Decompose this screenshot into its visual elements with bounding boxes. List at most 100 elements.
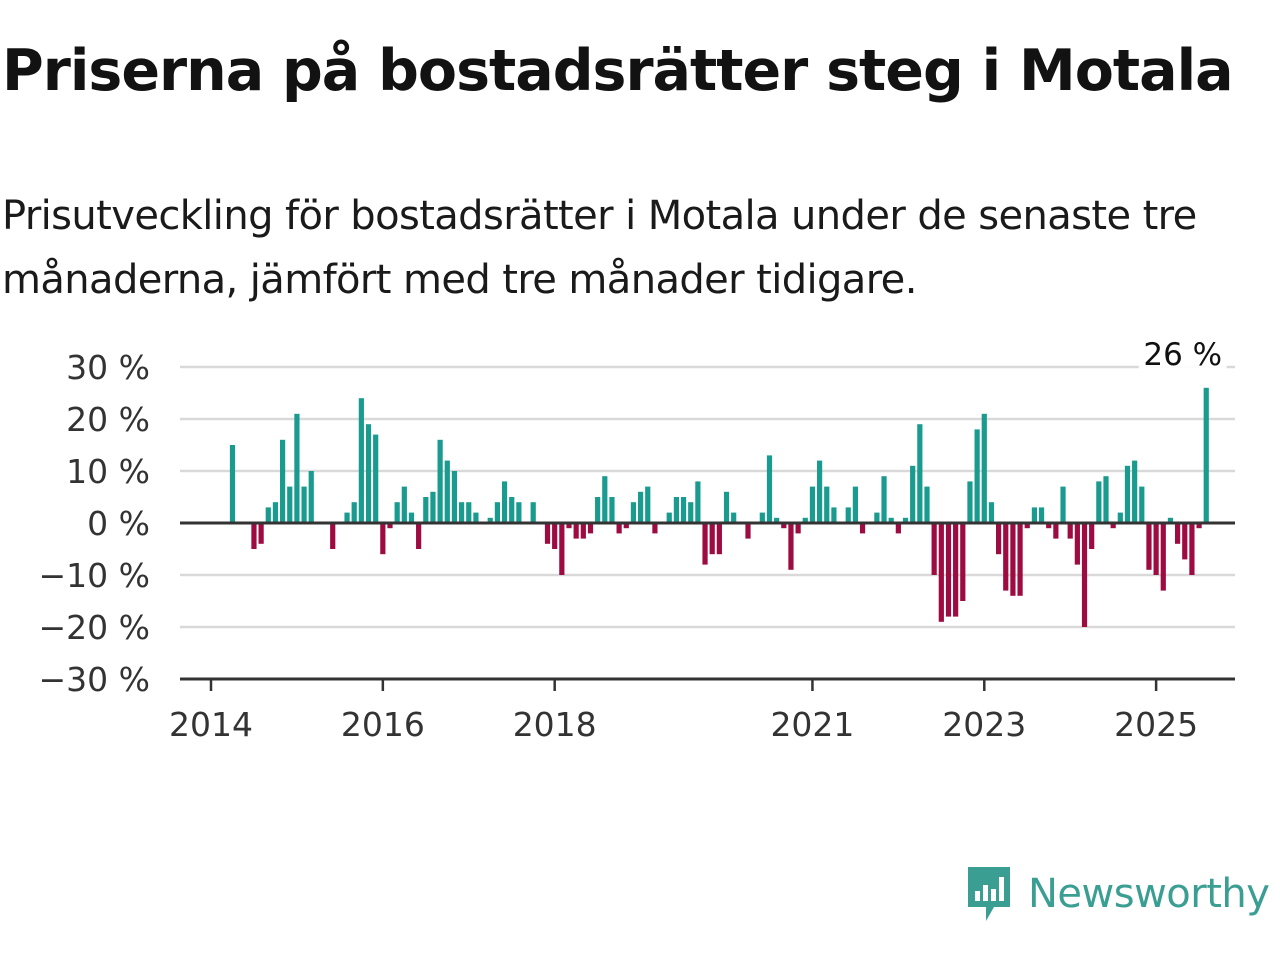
bar	[358, 398, 364, 523]
bar	[731, 512, 737, 523]
bar	[874, 512, 880, 523]
bar	[552, 523, 558, 549]
y-tick-label: 20 %	[66, 400, 150, 439]
bar	[1081, 523, 1088, 627]
bar	[688, 502, 694, 523]
bar	[917, 424, 923, 523]
bar	[1203, 387, 1209, 523]
bar	[638, 491, 644, 523]
bar	[616, 523, 622, 534]
bar	[831, 507, 837, 523]
bar	[1153, 523, 1159, 575]
bar	[1132, 460, 1138, 523]
bar	[802, 517, 808, 523]
bar	[824, 486, 830, 523]
bar	[416, 523, 422, 549]
bar	[809, 486, 816, 523]
chart-subtitle: Prisutveckling för bostadsrätter i Motal…	[2, 193, 1197, 303]
bar	[645, 486, 651, 523]
bar	[1017, 523, 1023, 596]
bar	[1010, 523, 1016, 596]
bar	[996, 523, 1002, 555]
bar	[716, 523, 722, 555]
brand-name: Newsworthy	[1028, 871, 1270, 917]
bar	[1110, 523, 1116, 529]
bar	[680, 497, 687, 523]
bar	[423, 497, 429, 523]
x-tick-label: 2025	[1114, 705, 1198, 740]
x-tick-label: 2023	[942, 705, 1026, 740]
bar-chart: 30 % 20 % 10 % 0 % −10 % −20 % −30 % 2014 2016 20…	[39, 337, 1235, 740]
x-tick-label: 2014	[169, 705, 253, 740]
bar	[924, 486, 930, 523]
bar	[1124, 465, 1131, 523]
bar	[695, 481, 701, 523]
bar	[1139, 486, 1145, 523]
bar	[580, 523, 586, 539]
bar	[1167, 517, 1174, 523]
bar	[1096, 481, 1102, 523]
bar	[817, 460, 823, 523]
bar	[408, 512, 415, 523]
bar	[859, 523, 866, 534]
bar	[781, 523, 787, 529]
bar	[673, 497, 679, 523]
bar	[1031, 507, 1037, 523]
bar	[280, 439, 286, 523]
y-tick-label: 0 %	[87, 504, 150, 543]
bar	[466, 502, 472, 523]
bar	[380, 523, 386, 555]
bar	[602, 476, 608, 523]
bar	[351, 502, 357, 523]
bar	[401, 486, 407, 523]
bar	[1003, 523, 1009, 591]
bar	[530, 502, 536, 523]
bar	[623, 523, 629, 529]
bar	[1196, 523, 1202, 529]
chart-title: Priserna på bostadsrätter steg i Motala	[2, 38, 1234, 104]
bar	[652, 523, 658, 534]
bar	[910, 465, 916, 523]
bar	[723, 491, 730, 523]
bar	[895, 523, 901, 534]
bar	[967, 481, 973, 523]
bar	[1046, 523, 1052, 529]
bar	[394, 502, 400, 523]
bar	[451, 471, 458, 523]
bar	[373, 434, 379, 523]
bar	[666, 512, 672, 523]
x-tick-label: 2021	[770, 705, 854, 740]
bar	[501, 481, 508, 523]
bar	[587, 523, 594, 534]
y-tick-label: −30 %	[39, 660, 151, 699]
bar	[902, 517, 909, 523]
bar	[544, 523, 551, 544]
latest-value-annotation: 26 %	[1143, 337, 1222, 373]
bar	[1060, 486, 1066, 523]
bar	[881, 476, 887, 523]
bar	[459, 502, 465, 523]
bar	[702, 523, 708, 565]
bar	[229, 445, 236, 523]
bar	[258, 523, 264, 544]
bar	[251, 523, 257, 549]
bar	[774, 517, 780, 523]
bar	[444, 460, 450, 523]
bar	[630, 502, 637, 523]
bar	[1038, 507, 1045, 523]
newsworthy-logo: Newsworthy	[964, 862, 1270, 926]
y-tick-label: 10 %	[66, 452, 150, 491]
bar	[852, 486, 858, 523]
bar	[1103, 476, 1109, 523]
bar	[430, 491, 436, 523]
bar	[1160, 523, 1166, 591]
bar	[272, 502, 279, 523]
bar	[1074, 523, 1080, 565]
bar	[516, 502, 522, 523]
bar	[1053, 523, 1059, 539]
bar	[509, 497, 515, 523]
bar	[1024, 523, 1030, 529]
bar	[301, 486, 307, 523]
bar	[981, 413, 987, 523]
bar	[344, 512, 350, 523]
